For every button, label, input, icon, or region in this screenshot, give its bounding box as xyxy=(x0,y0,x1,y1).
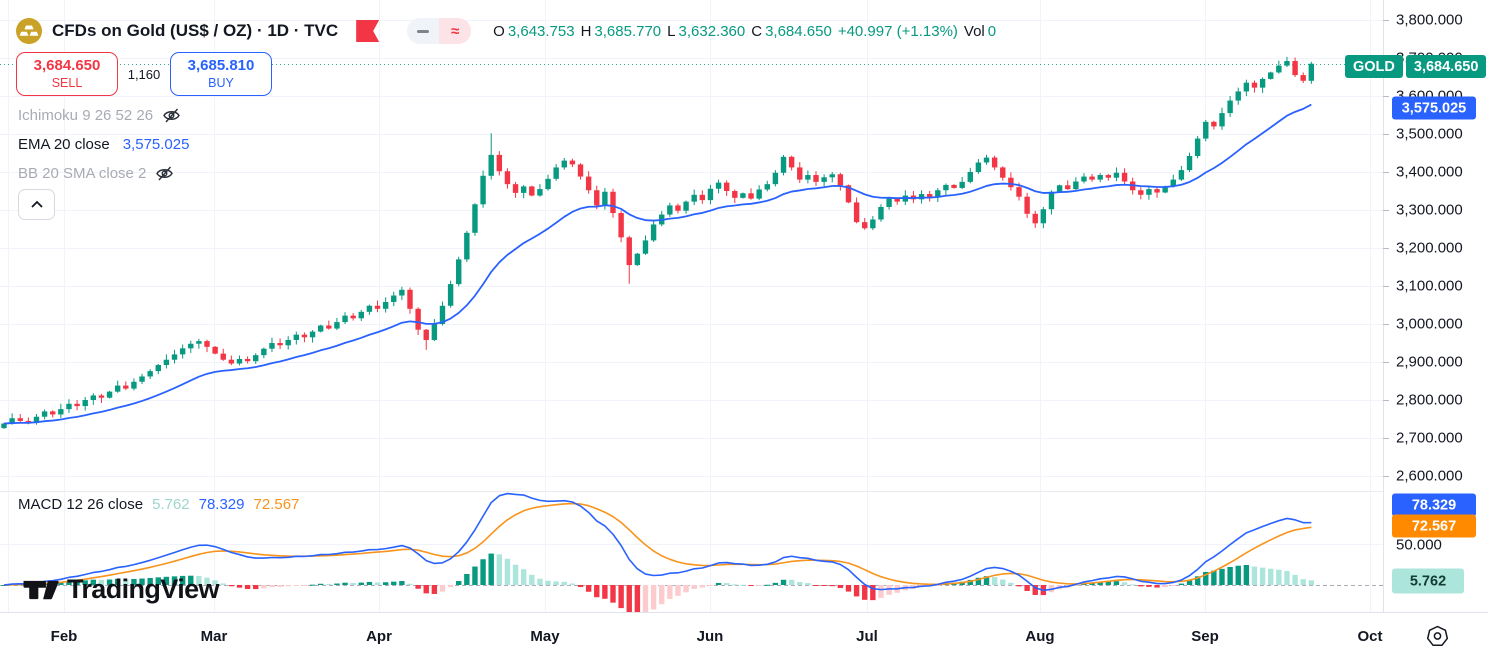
eye-hidden-icon[interactable] xyxy=(162,106,181,125)
price-tick-label: 3,200.000 xyxy=(1396,239,1463,257)
trade-panel: 3,684.650 SELL 1,160 3,685.810 BUY xyxy=(16,52,272,96)
wave-icon: ≈ xyxy=(451,22,460,40)
price-axis[interactable]: 3,800.0003,700.0003,600.0003,500.0003,40… xyxy=(1383,0,1488,612)
price-tick-label: 3,100.000 xyxy=(1396,277,1463,295)
indicator-bb-label: BB 20 SMA close 2 xyxy=(18,165,147,182)
spread-value: 1,160 xyxy=(118,66,170,82)
time-axis-label-feb: Feb xyxy=(50,628,78,645)
change-value: +40.997 (+1.13%) xyxy=(837,22,958,40)
gold-symbol-icon xyxy=(16,18,42,44)
macd-axis-label: 72.567 xyxy=(1392,514,1476,538)
time-axis-label-oct: Oct xyxy=(1357,628,1383,645)
buy-price: 3,685.810 xyxy=(187,56,255,74)
time-axis-label-apr: Apr xyxy=(366,628,392,645)
price-tick-mark xyxy=(1383,286,1389,287)
price-tick-mark xyxy=(1383,476,1389,477)
time-axis-settings-icon[interactable] xyxy=(1426,625,1449,648)
macd-hist-value: 5.762 xyxy=(152,496,190,513)
time-axis-label-aug: Aug xyxy=(1025,628,1055,645)
buy-button[interactable]: 3,685.810 BUY xyxy=(170,52,272,96)
time-axis-label-sep: Sep xyxy=(1191,628,1219,645)
tradingview-glyph-icon xyxy=(23,580,59,599)
indicator-legend: Ichimoku 9 26 52 26 EMA 20 close 3,575.0… xyxy=(18,101,189,188)
time-axis-label-jul: Jul xyxy=(856,628,878,645)
price-tick-mark xyxy=(1383,248,1389,249)
sell-button[interactable]: 3,684.650 SELL xyxy=(16,52,118,96)
sell-label: SELL xyxy=(51,75,83,90)
tradingview-logo-text: TradingView xyxy=(67,574,220,604)
minus-icon xyxy=(417,29,430,33)
flag-icon[interactable] xyxy=(356,20,380,42)
price-chart-canvas[interactable] xyxy=(0,0,1383,612)
price-tick-mark xyxy=(1383,438,1389,439)
price-tick-label: 3,000.000 xyxy=(1396,315,1463,333)
close-key: C xyxy=(751,22,763,40)
price-tick-label: 3,500.000 xyxy=(1396,125,1463,143)
tradingview-logo[interactable]: TradingView xyxy=(22,574,220,605)
indicator-ema[interactable]: EMA 20 close 3,575.025 xyxy=(18,130,189,159)
high-key: H xyxy=(580,22,592,40)
time-axis-label-jun: Jun xyxy=(696,628,724,645)
close-value: 3,684.650 xyxy=(765,22,832,40)
price-tick-label: 3,800.000 xyxy=(1396,11,1463,29)
price-tick-mark xyxy=(1383,400,1389,401)
macd-axis-label: 5.762 xyxy=(1392,568,1464,594)
symbol-title[interactable]: CFDs on Gold (US$ / OZ) · 1D · TVC xyxy=(52,21,339,40)
open-value: 3,643.753 xyxy=(507,22,575,40)
last-price-value: 3,684.650 xyxy=(1405,55,1487,78)
price-tick-mark xyxy=(1383,362,1389,363)
price-tick-label: 2,600.000 xyxy=(1396,467,1463,485)
eye-hidden-icon[interactable] xyxy=(155,164,174,183)
sell-price: 3,684.650 xyxy=(33,56,101,74)
ohlc-readout: O 3,643.753 H 3,685.770 L 3,632.360 C 3,684.… xyxy=(493,23,996,40)
indicator-ema-label: EMA 20 close xyxy=(18,136,110,153)
low-key: L xyxy=(667,22,676,40)
indicator-ema-value: 3,575.025 xyxy=(122,136,190,153)
chevron-up-icon xyxy=(30,200,43,208)
price-tick-label: 3,400.000 xyxy=(1396,163,1463,181)
indicator-ichimoku-label: Ichimoku 9 26 52 26 xyxy=(18,107,154,124)
macd-legend[interactable]: MACD 12 26 close 5.762 78.329 72.567 xyxy=(18,496,299,513)
price-tick-label: 2,800.000 xyxy=(1396,391,1463,409)
macd-axis-label: 50.000 xyxy=(1396,536,1442,554)
last-price-label: GOLD 3,684.650 xyxy=(1345,55,1487,78)
symbol-header: CFDs on Gold (US$ / OZ) · 1D · TVC ≈ O 3,… xyxy=(16,16,996,46)
time-axis-border xyxy=(0,612,1488,613)
time-axis[interactable]: Feb Mar Apr May Jun Jul Aug Sep Oct xyxy=(0,613,1488,657)
last-price-symbol: GOLD xyxy=(1345,55,1403,78)
volume-value: 0 xyxy=(987,22,997,40)
price-axis-border xyxy=(1383,0,1384,657)
buy-label: BUY xyxy=(208,75,234,90)
price-tick-mark xyxy=(1383,172,1389,173)
macd-signal-value: 72.567 xyxy=(253,496,300,513)
price-tick-label: 3,300.000 xyxy=(1396,201,1463,219)
price-tick-mark xyxy=(1383,210,1389,211)
pane-divider[interactable] xyxy=(0,491,1383,492)
macd-line-value: 78.329 xyxy=(198,496,245,513)
indicator-bb[interactable]: BB 20 SMA close 2 xyxy=(18,159,189,188)
collapse-legend-button[interactable] xyxy=(18,189,55,220)
price-tick-mark xyxy=(1383,20,1389,21)
high-value: 3,685.770 xyxy=(594,22,662,40)
low-value: 3,632.360 xyxy=(678,22,746,40)
price-tick-label: 2,700.000 xyxy=(1396,429,1463,447)
price-tick-mark xyxy=(1383,96,1389,97)
price-tick-mark xyxy=(1383,134,1389,135)
indicator-ichimoku[interactable]: Ichimoku 9 26 52 26 xyxy=(18,101,189,130)
macd-label: MACD 12 26 close xyxy=(18,496,144,513)
open-key: O xyxy=(493,22,505,40)
price-line-toggle[interactable]: ≈ xyxy=(407,18,472,44)
volume-key: Vol xyxy=(963,22,985,40)
price-tick-label: 2,900.000 xyxy=(1396,353,1463,371)
ema-price-label: 3,575.025 xyxy=(1392,96,1476,120)
time-axis-label-may: May xyxy=(530,628,560,645)
macd-axis-label: 78.329 xyxy=(1392,493,1476,517)
time-axis-label-mar: Mar xyxy=(200,628,228,645)
price-tick-mark xyxy=(1383,324,1389,325)
